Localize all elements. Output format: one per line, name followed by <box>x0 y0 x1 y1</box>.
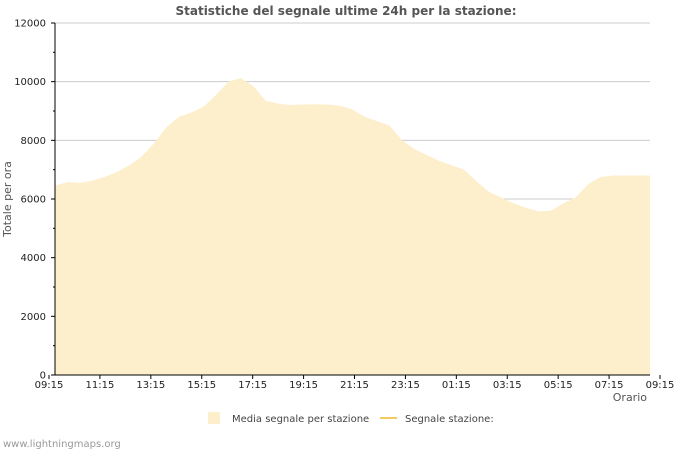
x-tick-label-11: 07:15 <box>595 380 624 391</box>
x-tick-label-10: 05:15 <box>544 380 573 391</box>
y-tick-label-4: 8000 <box>21 136 46 147</box>
y-tick-label-6: 12000 <box>14 19 46 30</box>
x-tick-label-3: 15:15 <box>187 380 216 391</box>
legend-label-segnale: Segnale stazione: <box>405 414 494 425</box>
x-tick-label-7: 23:15 <box>391 380 420 391</box>
area-layer <box>55 78 650 376</box>
x-tick-label-9: 03:15 <box>493 380 522 391</box>
x-tick-label-8: 01:15 <box>442 380 471 391</box>
legend-swatch-media <box>208 412 220 424</box>
y-tick-label-0: 0 <box>40 371 46 382</box>
y-tick-label-2: 4000 <box>21 253 46 264</box>
x-axis-label: Orario <box>613 391 648 404</box>
x-tick-label-5: 19:15 <box>289 380 318 391</box>
chart-title: Statistiche del segnale ultime 24h per l… <box>175 4 516 18</box>
y-axis-label: Totale per ora <box>1 161 14 238</box>
y-tick-label-1: 2000 <box>21 312 46 323</box>
x-tick-label-4: 17:15 <box>238 380 267 391</box>
y-tick-label-5: 10000 <box>14 77 46 88</box>
x-tick-label-2: 13:15 <box>136 380 165 391</box>
x-tick-label-12: 09:15 <box>646 380 675 391</box>
legend: Media segnale per stazione Segnale stazi… <box>208 412 494 425</box>
site-credit: www.lightningmaps.org <box>3 439 121 450</box>
y-axis-ticks: 0 2000 4000 6000 8000 10000 12000 <box>14 19 55 382</box>
x-tick-label-1: 11:15 <box>86 380 115 391</box>
x-tick-label-0: 09:15 <box>35 380 64 391</box>
legend-label-media: Media segnale per stazione <box>232 414 369 425</box>
y-tick-label-3: 6000 <box>21 195 46 206</box>
x-axis-ticks: 09:15 11:15 13:15 15:15 17:15 19:15 21:15 23:15… <box>35 375 675 391</box>
x-tick-label-6: 21:15 <box>340 380 369 391</box>
area-media-segnale <box>55 78 650 376</box>
